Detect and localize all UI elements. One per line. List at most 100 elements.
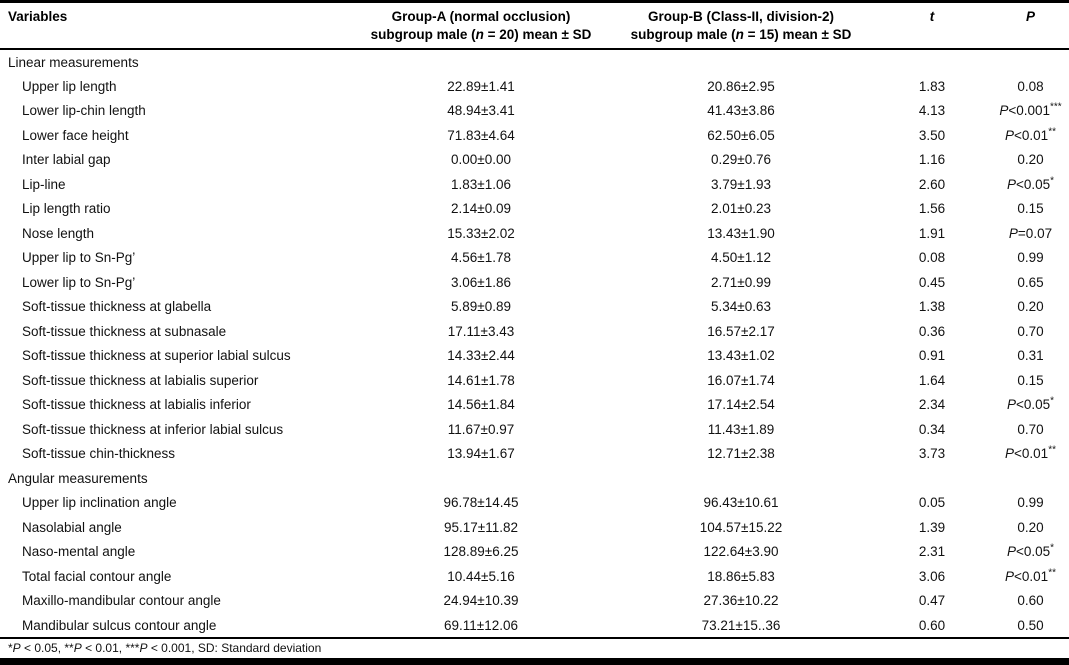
section-row: Linear measurements bbox=[0, 49, 1069, 74]
column-header-p: P bbox=[992, 3, 1069, 51]
variable-name: Maxillo-mandibular contour angle bbox=[22, 593, 221, 609]
column-header-group-a: Group-A (normal occlusion) subgroup male… bbox=[352, 3, 610, 51]
group-a-value: 128.89±6.25 bbox=[443, 544, 519, 560]
group-b-value: 18.86±5.83 bbox=[707, 568, 775, 584]
section-row: Angular measurements bbox=[0, 466, 1069, 491]
group-a-value: 24.94±10.39 bbox=[443, 593, 519, 609]
column-header-group-b: Group-B (Class-II, division-2) subgroup … bbox=[610, 3, 872, 51]
table-row: Lower lip to Sn-Pg’ 3.06±1.86 2.71±0.99 0.4… bbox=[0, 270, 1069, 295]
group-b-line1: Group-B (Class-II, division-2) bbox=[647, 9, 834, 24]
group-a-value: 0.00±0.00 bbox=[451, 152, 511, 168]
group-a-value: 17.11±3.43 bbox=[447, 323, 515, 339]
group-b-value: 5.34±0.63 bbox=[711, 299, 771, 315]
table-row: Soft-tissue thickness at superior labial… bbox=[0, 343, 1069, 368]
variable-name: Soft-tissue thickness at labialis inferi… bbox=[22, 397, 251, 413]
group-b-value: 11.43±1.89 bbox=[707, 421, 775, 437]
variable-name: Nasolabial angle bbox=[22, 519, 122, 535]
variable-name: Inter labial gap bbox=[22, 152, 111, 168]
variable-name: Mandibular sulcus contour angle bbox=[22, 617, 217, 633]
group-a-value: 14.61±1.78 bbox=[447, 372, 515, 388]
t-value: 4.13 bbox=[918, 103, 946, 119]
t-value: 0.08 bbox=[918, 250, 946, 266]
column-header-t: t bbox=[872, 3, 992, 51]
group-b-value: 4.50±1.12 bbox=[711, 250, 771, 266]
table-row: Lower lip-chin length 48.94±3.41 41.43±3.8… bbox=[0, 98, 1069, 123]
table-row: Lower face height 71.83±4.64 62.50±6.05 3.5… bbox=[0, 123, 1069, 148]
variable-name: Soft-tissue thickness at inferior labial… bbox=[22, 421, 284, 437]
group-a-value: 13.94±1.67 bbox=[447, 446, 515, 462]
t-value: 1.91 bbox=[918, 225, 946, 241]
group-a-value: 22.89±1.41 bbox=[447, 78, 515, 94]
p-value: 0.70 bbox=[1017, 421, 1044, 437]
table-row: Soft-tissue thickness at labialis inferi… bbox=[0, 392, 1069, 417]
p-value: P<0.05* bbox=[1006, 395, 1055, 413]
section-title: Linear measurements bbox=[8, 54, 139, 70]
variable-name: Upper lip length bbox=[22, 78, 117, 94]
p-value: P<0.01** bbox=[1005, 444, 1056, 462]
variable-name: Soft-tissue thickness at glabella bbox=[22, 299, 212, 315]
table-row: Upper lip length 22.89±1.41 20.86±2.95 1.83… bbox=[0, 74, 1069, 99]
t-value: 1.16 bbox=[918, 152, 946, 168]
p-value: 0.20 bbox=[1017, 152, 1044, 168]
group-b-value: 104.57±15.22 bbox=[699, 519, 783, 535]
t-value: 0.34 bbox=[918, 421, 946, 437]
group-a-line1: Group-A (normal occlusion) bbox=[391, 9, 571, 24]
group-b-value: 122.64±3.90 bbox=[703, 544, 779, 560]
t-value: 2.60 bbox=[918, 176, 946, 192]
t-value: 0.05 bbox=[918, 495, 946, 511]
group-a-value: 10.44±5.16 bbox=[447, 568, 515, 584]
group-a-value: 14.56±1.84 bbox=[447, 397, 515, 413]
group-b-value: 2.01±0.23 bbox=[711, 201, 771, 217]
group-a-line2: subgroup male (n = 20) mean ± SD bbox=[370, 27, 592, 43]
p-value: P<0.05* bbox=[1006, 175, 1055, 192]
t-value: 0.45 bbox=[918, 274, 946, 290]
group-b-value: 16.57±2.17 bbox=[707, 323, 775, 339]
group-b-value: 16.07±1.74 bbox=[707, 372, 775, 388]
t-value: 3.06 bbox=[918, 568, 946, 584]
table-row: Total facial contour angle 10.44±5.16 18.8… bbox=[0, 564, 1069, 589]
p-value: 0.20 bbox=[1017, 519, 1044, 535]
group-b-line2: subgroup male (n = 15) mean ± SD bbox=[630, 27, 852, 43]
p-value: 0.20 bbox=[1017, 299, 1044, 315]
table-row: Upper lip to Sn-Pg’ 4.56±1.78 4.50±1.12 0.0… bbox=[0, 245, 1069, 270]
group-a-value: 2.14±0.09 bbox=[451, 201, 511, 217]
section-title: Angular measurements bbox=[8, 470, 148, 486]
group-b-value: 73.21±15..36 bbox=[701, 617, 781, 633]
measurements-table: Variables Group-A (normal occlusion) sub… bbox=[0, 3, 1069, 637]
table-row: Inter labial gap 0.00±0.00 0.29±0.76 1.16 0.… bbox=[0, 147, 1069, 172]
table-row: Soft-tissue thickness at subnasale 17.11±… bbox=[0, 319, 1069, 344]
p-value: 0.50 bbox=[1017, 617, 1044, 633]
table-top-rule bbox=[0, 0, 1069, 3]
group-a-value: 71.83±4.64 bbox=[447, 127, 515, 143]
table-row: Soft-tissue thickness at glabella 5.89±0.… bbox=[0, 294, 1069, 319]
group-a-value: 48.94±3.41 bbox=[447, 103, 515, 119]
variable-name: Nose length bbox=[22, 225, 95, 241]
variable-name: Soft-tissue thickness at labialis superi… bbox=[22, 372, 259, 388]
table-row: Soft-tissue thickness at labialis superi… bbox=[0, 368, 1069, 393]
t-value: 0.91 bbox=[918, 348, 946, 364]
p-value: 0.15 bbox=[1017, 372, 1044, 388]
group-b-value: 13.43±1.02 bbox=[707, 348, 775, 364]
group-b-value: 27.36±10.22 bbox=[703, 593, 779, 609]
variable-name: Lower lip to Sn-Pg’ bbox=[22, 274, 136, 290]
group-a-value: 3.06±1.86 bbox=[451, 274, 511, 290]
group-a-value: 69.11±12.06 bbox=[444, 617, 518, 633]
table-row: Soft-tissue thickness at inferior labial… bbox=[0, 417, 1069, 442]
group-a-value: 5.89±0.89 bbox=[451, 299, 511, 315]
variable-name: Soft-tissue chin-thickness bbox=[22, 446, 176, 462]
table-body: Linear measurements Upper lip length 22.89… bbox=[0, 49, 1069, 637]
t-label: t bbox=[929, 9, 935, 24]
t-value: 0.47 bbox=[918, 593, 946, 609]
variable-name: Total facial contour angle bbox=[22, 568, 172, 584]
variable-name: Soft-tissue thickness at subnasale bbox=[22, 323, 227, 339]
column-header-variables: Variables bbox=[0, 3, 352, 51]
t-value: 1.64 bbox=[918, 372, 946, 388]
p-value: P<0.01** bbox=[1005, 567, 1056, 584]
p-label: P bbox=[1025, 9, 1035, 24]
t-value: 1.56 bbox=[918, 201, 946, 217]
t-value: 2.31 bbox=[918, 544, 946, 560]
p-value: P<0.05* bbox=[1006, 542, 1055, 560]
t-value: 3.50 bbox=[918, 127, 946, 143]
group-b-value: 12.71±2.38 bbox=[707, 446, 775, 462]
